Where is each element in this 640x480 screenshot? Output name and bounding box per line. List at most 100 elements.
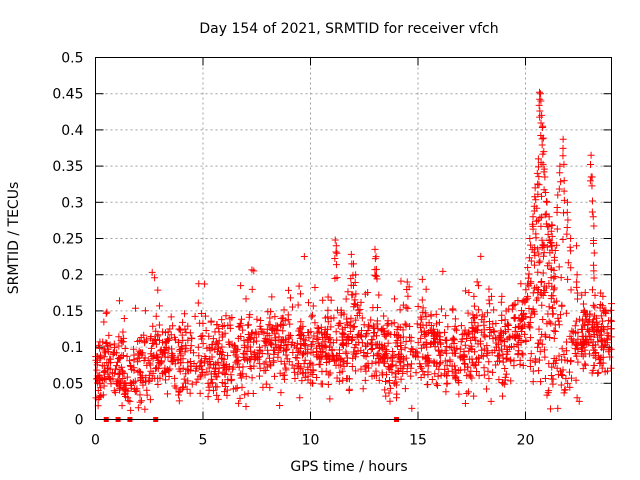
data-point [509,305,517,313]
data-point-low [242,402,250,410]
data-point [326,369,334,377]
data-point [215,364,223,372]
y-tick-label: 0.35 [52,159,83,175]
data-point [326,395,334,403]
data-point [355,338,363,346]
data-point [532,230,540,238]
data-point [253,315,261,323]
data-point [111,389,119,397]
data-point [414,302,422,310]
data-point [252,337,260,345]
data-point [136,336,144,344]
data-point [216,347,224,355]
data-point [136,398,144,406]
data-point [328,345,336,353]
data-point-peak [536,95,544,103]
data-point-peak [332,248,340,256]
data-point [166,325,174,333]
data-point [392,378,400,386]
data-point [324,313,332,321]
data-point [465,347,473,355]
data-point [209,335,217,343]
data-point [567,357,575,365]
data-point [269,346,277,354]
data-point [538,192,546,200]
data-point [277,344,285,352]
data-point [535,367,543,375]
data-point [530,261,538,269]
data-point [221,370,229,378]
data-point-peak [535,173,543,181]
data-point [524,321,532,329]
data-point-peak [567,264,575,272]
data-point [462,287,470,295]
data-point [282,345,290,353]
data-point [495,333,503,341]
data-point [443,343,451,351]
y-tick-label: 0.15 [52,304,83,320]
data-point [215,337,223,345]
data-point [309,302,317,310]
data-point [585,350,593,358]
data-point [179,318,187,326]
data-point [384,355,392,363]
data-point [154,353,162,361]
data-point [545,387,553,395]
data-point-peak [573,295,581,303]
data-point [443,361,451,369]
data-point [180,375,188,383]
data-point [104,342,112,350]
data-point [393,326,401,334]
data-point [97,374,105,382]
data-point-peak [599,292,607,300]
data-point [497,337,505,345]
data-point [233,357,241,365]
data-point [176,326,184,334]
data-point [239,353,247,361]
data-point [451,315,459,323]
data-point [516,360,524,368]
data-point-peak [537,90,545,98]
data-point [491,334,499,342]
data-point [550,327,558,335]
data-point [229,365,237,373]
data-point [443,336,451,344]
data-point [434,339,442,347]
data-point [510,301,518,309]
data-point [161,364,169,372]
data-point [385,364,393,372]
data-point [358,314,366,322]
data-point [525,323,533,331]
data-point [217,351,225,359]
data-point [100,375,108,383]
data-point [280,306,288,314]
data-point [271,372,279,380]
data-point [468,319,476,327]
y-tick-label: 0.45 [52,87,83,103]
data-point [181,348,189,356]
data-point [538,236,546,244]
data-point [342,295,350,303]
data-point [589,324,597,332]
data-point [244,321,252,329]
data-point [536,356,544,364]
data-point [537,222,545,230]
data-point [583,340,591,348]
data-point [592,354,600,362]
data-point [389,357,397,365]
data-point-peak [333,274,341,282]
data-point [238,315,246,323]
data-point-peak [485,285,493,293]
data-point-peak [417,328,425,336]
data-point [313,373,321,381]
data-point-peak [540,148,548,156]
data-point [307,328,315,336]
data-point [581,336,589,344]
data-point-peak [371,245,379,253]
data-point [305,334,313,342]
y-tick-label: 0.2 [61,268,83,284]
data-point [105,331,113,339]
data-point [361,342,369,350]
data-point [448,367,456,375]
data-point [545,303,553,311]
